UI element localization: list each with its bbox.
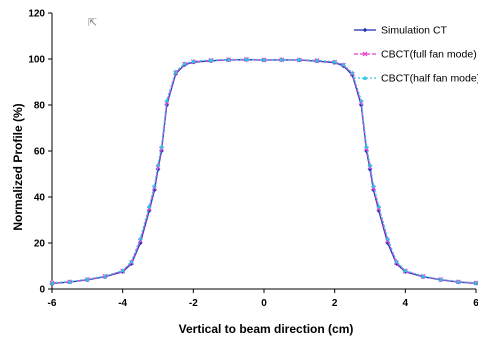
data-point <box>362 75 368 80</box>
y-tick-label: 40 <box>34 193 46 204</box>
data-point <box>350 70 355 75</box>
data-point <box>85 276 90 282</box>
series-line <box>51 58 477 284</box>
data-point <box>182 61 187 66</box>
data-point <box>129 259 134 264</box>
data-point <box>191 58 196 64</box>
data-point <box>67 279 72 284</box>
legend-label: CBCT(half fan mode) <box>381 73 478 85</box>
y-axis-title: Normalized Profile (%) <box>11 103 25 230</box>
series-line <box>51 58 477 284</box>
x-axis-title: Vertical to beam direction (cm) <box>179 322 354 336</box>
x-tick-label: 2 <box>332 298 338 309</box>
data-point <box>438 276 443 282</box>
data-point <box>332 59 337 64</box>
x-tick-label: 4 <box>403 298 409 309</box>
data-point <box>473 280 478 285</box>
data-point <box>152 183 157 188</box>
data-point <box>173 69 178 74</box>
series-1 <box>49 57 478 286</box>
data-point <box>385 236 390 241</box>
series-3 <box>49 56 478 285</box>
y-tick-label: 80 <box>34 101 46 112</box>
legend-label: CBCT(full fan mode) <box>381 49 477 61</box>
data-point <box>49 280 55 285</box>
data-point <box>155 162 161 167</box>
data-point <box>102 273 108 278</box>
x-tick-label: -2 <box>189 298 198 309</box>
x-tick-label: 0 <box>261 298 267 309</box>
data-point <box>364 144 369 149</box>
legend: Simulation CT CBCT(full fan mode) CBCT(hal… <box>354 25 478 85</box>
x-tick-label: -4 <box>118 298 127 309</box>
data-point <box>261 57 267 62</box>
data-point <box>403 268 408 273</box>
data-point <box>120 268 125 273</box>
data-point <box>159 144 164 149</box>
legend-label: Simulation CT <box>381 25 448 37</box>
data-point <box>164 98 170 103</box>
y-tick-label: 60 <box>34 147 46 158</box>
series-2 <box>49 57 478 286</box>
series-layer <box>49 56 478 286</box>
x-tick-label: 6 <box>473 298 478 309</box>
y-tick-label: 120 <box>28 9 45 20</box>
data-point <box>420 273 426 278</box>
y-tick-label: 20 <box>34 239 46 250</box>
data-point <box>279 57 284 62</box>
data-point <box>146 203 152 208</box>
data-point <box>394 259 399 264</box>
data-point <box>376 203 382 208</box>
data-point <box>362 51 368 57</box>
data-point <box>297 57 302 62</box>
data-point <box>367 162 373 167</box>
data-point <box>208 57 214 62</box>
data-point <box>314 57 320 63</box>
series-line <box>51 59 477 284</box>
cursor-arrow-icon: ⇱ <box>88 16 97 29</box>
data-point <box>341 62 346 67</box>
data-point <box>138 236 143 241</box>
data-point <box>226 57 231 62</box>
data-point <box>358 98 364 103</box>
data-point <box>244 56 249 62</box>
y-tick-label: 0 <box>39 285 45 296</box>
data-point <box>362 27 368 33</box>
y-tick-label: 100 <box>28 55 45 66</box>
data-point <box>371 183 376 188</box>
data-point <box>456 279 461 284</box>
x-tick-label: -6 <box>48 298 57 309</box>
data-point <box>129 261 134 266</box>
tick-labels: 0 20 40 60 80 100 120 -6 -4 -2 0 2 4 6 <box>28 9 478 310</box>
